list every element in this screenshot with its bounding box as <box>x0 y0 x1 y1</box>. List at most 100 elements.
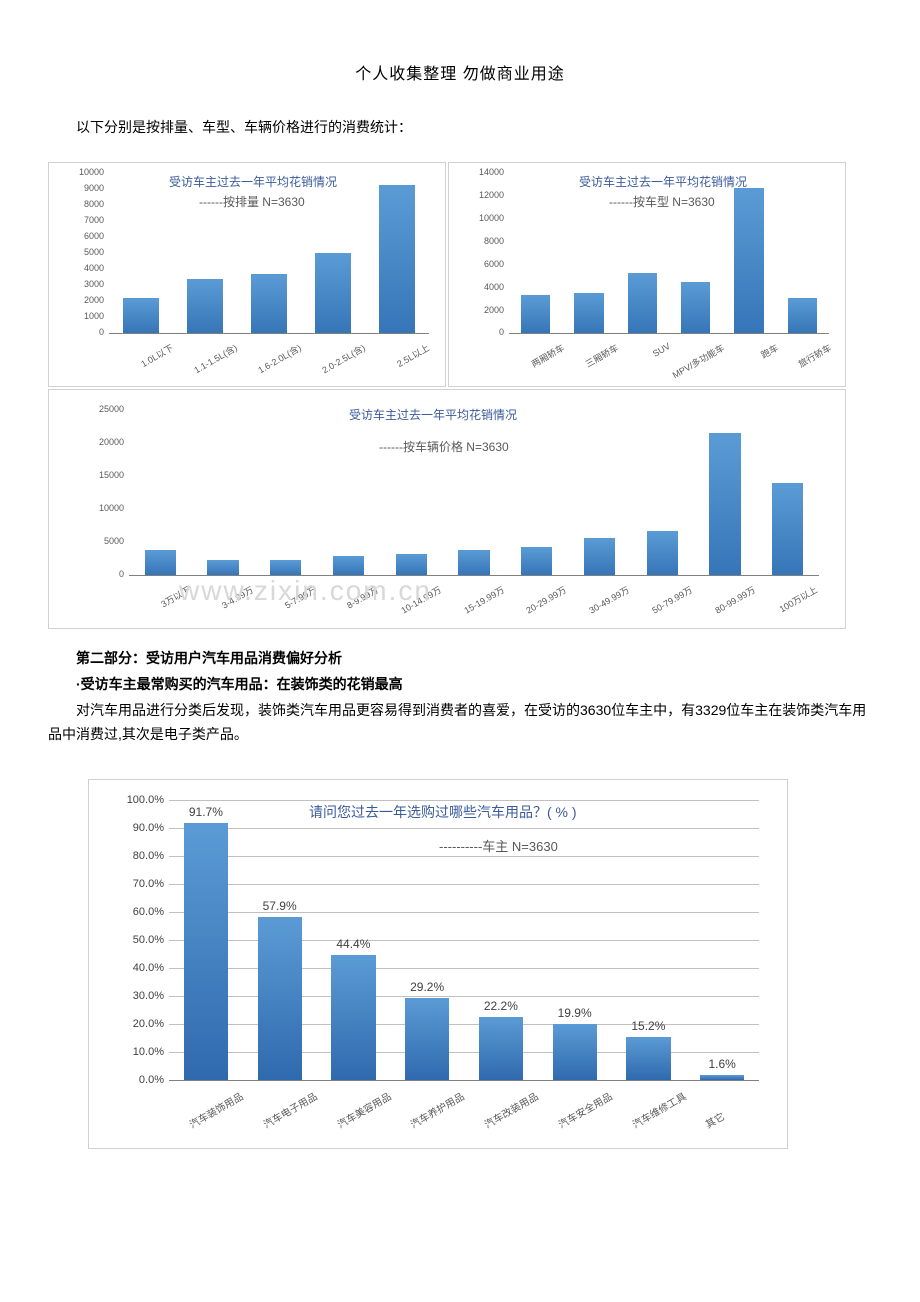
x-axis-label: 100万以上 <box>761 583 819 624</box>
x-axis-label: 跑车 <box>722 341 780 382</box>
bar <box>379 185 414 334</box>
x-axis-label: 两厢轿车 <box>508 341 566 382</box>
y-axis-label: 10000 <box>74 503 124 513</box>
bar <box>396 554 427 575</box>
x-axis-label: 其它 <box>702 1088 761 1131</box>
value-label: 1.6% <box>690 1057 754 1071</box>
bar <box>772 483 803 575</box>
x-axis-label: 50-79.99万 <box>636 583 694 624</box>
x-axis-label: 汽车安全用品 <box>555 1088 614 1131</box>
y-axis-label: 10000 <box>454 213 504 223</box>
gridline <box>169 856 759 857</box>
bar <box>574 293 603 333</box>
bar <box>626 1037 670 1080</box>
y-axis-label: 12000 <box>454 190 504 200</box>
page-header: 个人收集整理 勿做商业用途 <box>48 60 872 84</box>
bar <box>145 550 176 575</box>
bar <box>315 253 350 333</box>
value-label: 19.9% <box>543 1006 607 1020</box>
bar <box>405 998 449 1080</box>
bar <box>553 1024 597 1080</box>
chart4-plot: 0.0%10.0%20.0%30.0%40.0%50.0%60.0%70.0%8… <box>169 800 759 1080</box>
y-axis-label: 5000 <box>54 247 104 257</box>
watermark: www.zixin.com.cn <box>179 575 432 607</box>
value-label: 44.4% <box>321 937 385 951</box>
y-axis-label: 9000 <box>54 183 104 193</box>
y-axis-label: 60.0% <box>114 906 164 918</box>
x-axis-label: 1.0L以下 <box>117 341 175 382</box>
x-axis-label: MPV/多功能车 <box>668 341 726 382</box>
bar <box>709 433 740 575</box>
gridline <box>169 828 759 829</box>
chart-price: 受访车主过去一年平均花销情况 ------按车辆价格 N=3630 050001… <box>48 389 846 629</box>
x-axis <box>169 1080 759 1081</box>
gridline <box>169 800 759 801</box>
bar <box>584 538 615 576</box>
chart3-plot: 05000100001500020000250003万以下3-4.99万5-7.… <box>129 410 819 575</box>
x-axis-label: 2.0-2.5L(含) <box>309 341 367 382</box>
bar <box>521 547 552 575</box>
x-axis-label: 汽车改装用品 <box>481 1088 540 1131</box>
value-label: 15.2% <box>616 1019 680 1033</box>
x-axis-label: SUV <box>615 341 672 380</box>
y-axis-label: 90.0% <box>114 822 164 834</box>
y-axis-label: 80.0% <box>114 850 164 862</box>
bar <box>184 823 228 1080</box>
x-axis-label: 15-19.99万 <box>448 583 506 624</box>
x-axis-label: 汽车电子用品 <box>260 1088 319 1131</box>
x-axis-label: 汽车维修工具 <box>629 1088 688 1131</box>
chart-bodytype: 受访车主过去一年平均花销情况 ------按车型 N=3630 02000400… <box>448 162 846 387</box>
value-label: 57.9% <box>248 899 312 913</box>
bar <box>331 955 375 1079</box>
section2-heading: 第二部分：受访用户汽车用品消费偏好分析 <box>48 647 872 671</box>
y-axis-label: 25000 <box>74 404 124 414</box>
chart2-plot: 02000400060008000100001200014000两厢轿车三厢轿车… <box>509 173 829 333</box>
bar <box>333 556 364 575</box>
bar <box>123 298 158 333</box>
y-axis-label: 0 <box>54 327 104 337</box>
x-axis-label: 80-99.99万 <box>699 583 757 624</box>
x-axis-label: 1.1-1.5L(含) <box>181 341 239 382</box>
bar <box>700 1075 744 1079</box>
y-axis-label: 10000 <box>54 167 104 177</box>
y-axis-label: 4000 <box>54 263 104 273</box>
chart1-plot: 0100020003000400050006000700080009000100… <box>109 173 429 333</box>
chart-categories: 请问您过去一年选购过哪些汽车用品？( % ) ----------车主 N=36… <box>88 779 788 1149</box>
x-axis-label: 20-29.99万 <box>510 583 568 624</box>
x-axis-label: 汽车美容用品 <box>334 1088 393 1131</box>
x-axis-label: 1.6-2.0L(含) <box>245 341 303 382</box>
bar <box>479 1017 523 1079</box>
bar <box>681 282 710 333</box>
bar <box>521 295 550 334</box>
y-axis-label: 2000 <box>54 295 104 305</box>
y-axis-label: 2000 <box>454 305 504 315</box>
intro-text: 以下分别是按排量、车型、车辆价格进行的消费统计： <box>48 116 872 138</box>
y-axis-label: 70.0% <box>114 878 164 890</box>
y-axis-label: 4000 <box>454 282 504 292</box>
bar <box>251 274 286 333</box>
y-axis-label: 50.0% <box>114 934 164 946</box>
bar <box>628 273 657 334</box>
y-axis-label: 15000 <box>74 470 124 480</box>
y-axis-label: 40.0% <box>114 962 164 974</box>
value-label: 22.2% <box>469 999 533 1013</box>
bar <box>788 298 817 333</box>
bar <box>270 560 301 576</box>
x-axis-label: 旅行轿车 <box>775 341 833 382</box>
section2-bullet: ·受访车主最常购买的汽车用品：在装饰类的花销最高 <box>48 673 872 697</box>
y-axis-label: 1000 <box>54 311 104 321</box>
y-axis-label: 6000 <box>54 231 104 241</box>
bar <box>458 550 489 575</box>
y-axis-label: 0 <box>74 569 124 579</box>
y-axis-label: 7000 <box>54 215 104 225</box>
y-axis-label: 14000 <box>454 167 504 177</box>
bar <box>734 188 763 333</box>
value-label: 29.2% <box>395 980 459 994</box>
y-axis-label: 5000 <box>74 536 124 546</box>
y-axis-label: 0.0% <box>114 1074 164 1086</box>
section2-text: 第二部分：受访用户汽车用品消费偏好分析 ·受访车主最常购买的汽车用品：在装饰类的… <box>48 647 872 746</box>
chart-displacement: 受访车主过去一年平均花销情况 ------按排量 N=3630 01000200… <box>48 162 446 387</box>
gridline <box>169 884 759 885</box>
bar <box>258 917 302 1079</box>
y-axis-label: 20.0% <box>114 1018 164 1030</box>
